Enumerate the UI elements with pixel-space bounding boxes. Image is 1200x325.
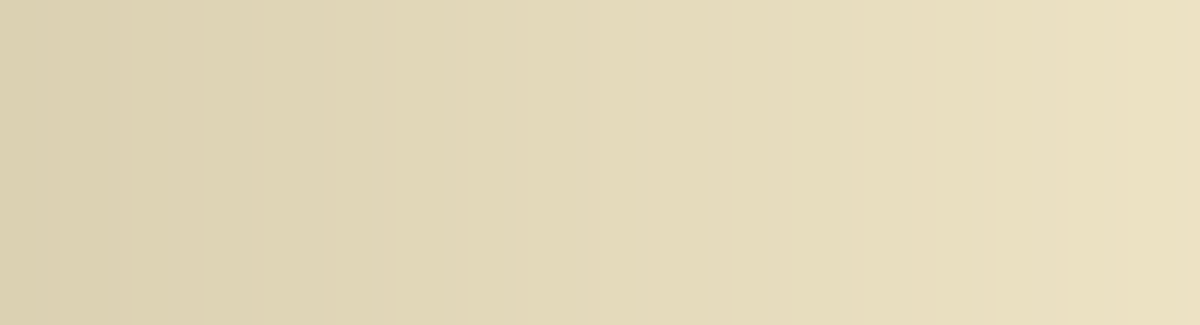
- Text: width of the peak is 20 eV.  Determine the partial width for: width of the peak is 20 eV. Determine th…: [30, 213, 1130, 249]
- Text: scattering at this resonance.: scattering at this resonance.: [30, 276, 563, 313]
- Text: A plot of neutron cross – section versus energy for an even –: A plot of neutron cross – section versus…: [30, 23, 1157, 59]
- Text: even nucleus shows resonance at energy 200 eV in the total: even nucleus shows resonance at energy 2…: [30, 86, 1150, 123]
- Text: cross – section with a peak cross – section of 1400 b.  The: cross – section with a peak cross – sect…: [30, 150, 1109, 186]
